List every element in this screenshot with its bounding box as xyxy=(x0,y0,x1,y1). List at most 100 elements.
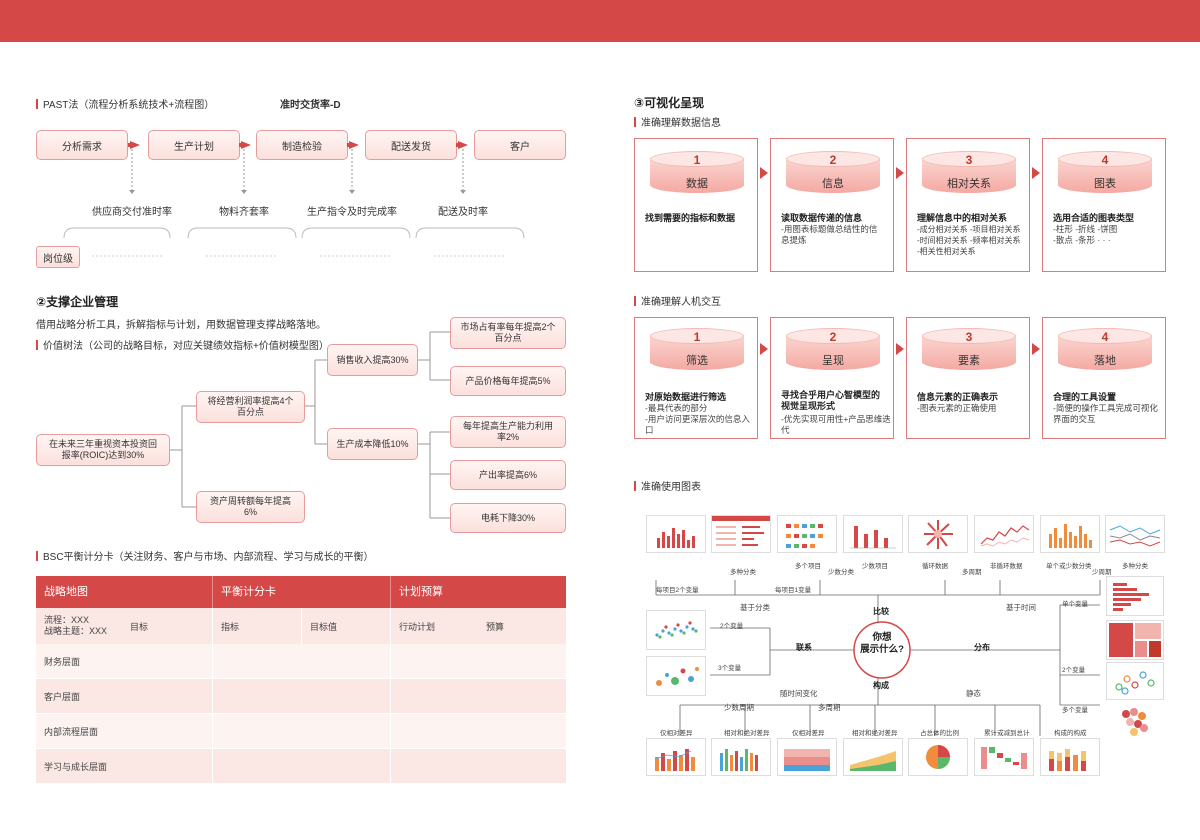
past-kpi: 准时交货率-D xyxy=(280,100,341,111)
chart-thumb-histogram xyxy=(1106,576,1164,616)
chart-thumb-hbar xyxy=(777,515,837,553)
past-title: PAST法（流程分析系统技术+流程图） xyxy=(36,96,214,111)
chart-label: 随时间变化 xyxy=(780,689,818,698)
info-card: 1 数据 找到需要的指标和数据 xyxy=(634,138,758,272)
chart-thumb-scatter-2 xyxy=(1106,662,1164,700)
bsc-col: 目标值 xyxy=(301,608,390,644)
chart-label: 基于时间 xyxy=(1006,603,1036,612)
chart-label: 单个或少数分类 xyxy=(1046,563,1092,570)
bsc-row-label: 财务层面 xyxy=(44,656,81,667)
info-card: 2 信息 读取数据传递的信息 -用图表标题做总结性的信 息提炼 xyxy=(770,138,894,272)
bsc-col: 行动计划 xyxy=(390,608,478,644)
arrow-icon xyxy=(760,343,768,355)
bsc-row: 内部流程层面 xyxy=(36,714,566,748)
chart-label: 少数周期 xyxy=(724,703,754,712)
support-title: ②支撑企业管理 xyxy=(36,295,119,309)
chart-thumb-table xyxy=(711,515,771,553)
chart-label: 仅相对差异 xyxy=(660,730,693,737)
chart-thumb-stacked-area xyxy=(777,738,837,776)
tree-node-l3: 市场占有率每年提高2个百分点 xyxy=(450,317,566,349)
chart-label: 多种分类 xyxy=(730,569,756,576)
chart-thumb-bar xyxy=(646,515,706,553)
chart-thumb-waterfall xyxy=(974,738,1034,776)
chart-label: 占总体的比例 xyxy=(920,730,959,737)
card-title: 理解信息中的相对关系 xyxy=(917,213,1008,223)
interaction-card: 3 要素 信息元素的正确表示 -图表元素的正确使用 xyxy=(906,317,1030,439)
card-desc: -简便的操作工具完成可视化 界面的交互 xyxy=(1053,403,1158,424)
chart-label: 每项目1变量 xyxy=(775,587,812,594)
process-metric: 生产指令及时完成率 xyxy=(307,207,397,218)
chart-thumb-3d xyxy=(1106,702,1164,740)
chart-chooser-lines xyxy=(655,580,1101,736)
arrow-icon xyxy=(1032,343,1040,355)
card-desc: -柱形 -折线 -饼图 -散点 -条形 · · · xyxy=(1053,224,1118,245)
tree-node-l3: 产出率提高6% xyxy=(450,460,566,490)
arrow-icon xyxy=(760,167,768,179)
card-desc: -成分相对关系 -项目相对关系 -时间相对关系 -频率相对关系 -相关性相对关系 xyxy=(917,225,1021,256)
chart-label: 多周期 xyxy=(818,703,841,712)
chart-label: 相对和绝对差异 xyxy=(852,730,898,737)
chart-label: 静态 xyxy=(966,689,981,698)
card-title: 找到需要的指标和数据 xyxy=(645,213,736,223)
info-card: 4 图表 选用合适的图表类型 -柱形 -折线 -饼图 -散点 -条形 · · · xyxy=(1042,138,1166,272)
arrow-icon xyxy=(896,167,904,179)
bsc-process: 流程：XXX xyxy=(44,615,90,625)
card-title: 对原始数据进行筛选 xyxy=(645,392,727,402)
process-metric: 供应商交付准时率 xyxy=(92,207,172,218)
chart-label: 非循环数据 xyxy=(990,563,1023,570)
chart-label: 少周期 xyxy=(1092,569,1112,576)
chart-label: 多个变量 xyxy=(1062,707,1088,714)
chart-label: 相对和绝对差异 xyxy=(724,730,770,737)
arrow-icon xyxy=(896,343,904,355)
value-tree-connectors xyxy=(170,331,450,519)
chart-thumb-bubble xyxy=(646,656,706,696)
tree-node-l2: 销售收入提高30% xyxy=(327,344,418,376)
chart-thumb-scatter xyxy=(646,610,706,650)
branch-relation: 联系 xyxy=(796,643,812,652)
position-level-label: 岗位级 xyxy=(36,246,80,268)
viz-title: ③可视化呈现 xyxy=(634,96,705,110)
chart-label: 多种分类 xyxy=(1122,563,1148,570)
chart-label: 少数分类 xyxy=(828,569,854,576)
chart-label: 累计或减到总计 xyxy=(984,730,1030,737)
section-chart-usage: 准确使用图表 xyxy=(634,478,701,493)
chart-label: 3个变量 xyxy=(718,665,742,672)
card-desc: -用图表标题做总结性的信 息提炼 xyxy=(781,224,878,245)
arrow-icon xyxy=(1032,167,1040,179)
chart-thumb-line xyxy=(974,515,1034,553)
tree-node-l2: 生产成本降低10% xyxy=(327,428,418,460)
bsc-header: 战略地图 平衡计分卡 计划预算 xyxy=(36,576,566,608)
process-connectors xyxy=(63,141,525,257)
bsc-theme: 战略主题：XXX xyxy=(44,626,108,636)
chart-thumb-stacked-bars xyxy=(711,738,771,776)
bsc-title: BSC平衡计分卡（关注财务、客户与市场、内部流程、学习与成长的平衡） xyxy=(36,548,374,563)
tree-node-l1: 资产周转额每年提高6% xyxy=(196,491,305,523)
card-desc: -优先实现可用性+产品思维迭代 xyxy=(781,414,891,435)
chart-label: 多周期 xyxy=(962,569,982,576)
bsc-row: 学习与成长层面 xyxy=(36,749,566,783)
tree-node-l3: 产品价格每年提高5% xyxy=(450,366,566,396)
interaction-card: 2 呈现 寻找合乎用户心智模型的视觉呈现形式 -优先实现可用性+产品思维迭代 xyxy=(770,317,894,439)
bsc-row: 客户层面 xyxy=(36,679,566,713)
chart-thumb-pie xyxy=(908,738,968,776)
bsc-col: 指标 xyxy=(212,608,302,644)
bsc-row-label: 客户层面 xyxy=(44,691,81,702)
chart-thumb-columns xyxy=(843,515,903,553)
card-title: 选用合适的图表类型 xyxy=(1053,213,1135,223)
chart-label: 循环数据 xyxy=(922,563,948,570)
chart-thumb-stacked-column xyxy=(646,738,706,776)
bsc-col: 预算 xyxy=(486,621,505,632)
chart-thumb-stacked-100 xyxy=(1040,738,1100,776)
chart-chooser-center: 你想 展示什么? xyxy=(860,632,904,655)
branch-composition: 构成 xyxy=(873,681,889,690)
card-desc: -图表元素的正确使用 xyxy=(917,403,997,413)
tree-node-l1: 将经营利润率提高4个百分点 xyxy=(196,391,305,423)
tree-node-l3: 每年提高生产能力利用率2% xyxy=(450,416,566,448)
process-step: 生产计划 xyxy=(148,130,240,160)
chart-thumb-area xyxy=(843,738,903,776)
interaction-card: 4 落地 合理的工具设置 -简便的操作工具完成可视化 界面的交互 xyxy=(1042,317,1166,439)
chart-label: 2个变量 xyxy=(1062,667,1086,674)
process-step: 客户 xyxy=(474,130,566,160)
support-desc: 借用战略分析工具，拆解指标与计划，用数据管理支撑战略落地。 xyxy=(36,320,326,331)
card-desc: -最具代表的部分 -用户访问更深层次的信息入口 xyxy=(645,403,750,435)
